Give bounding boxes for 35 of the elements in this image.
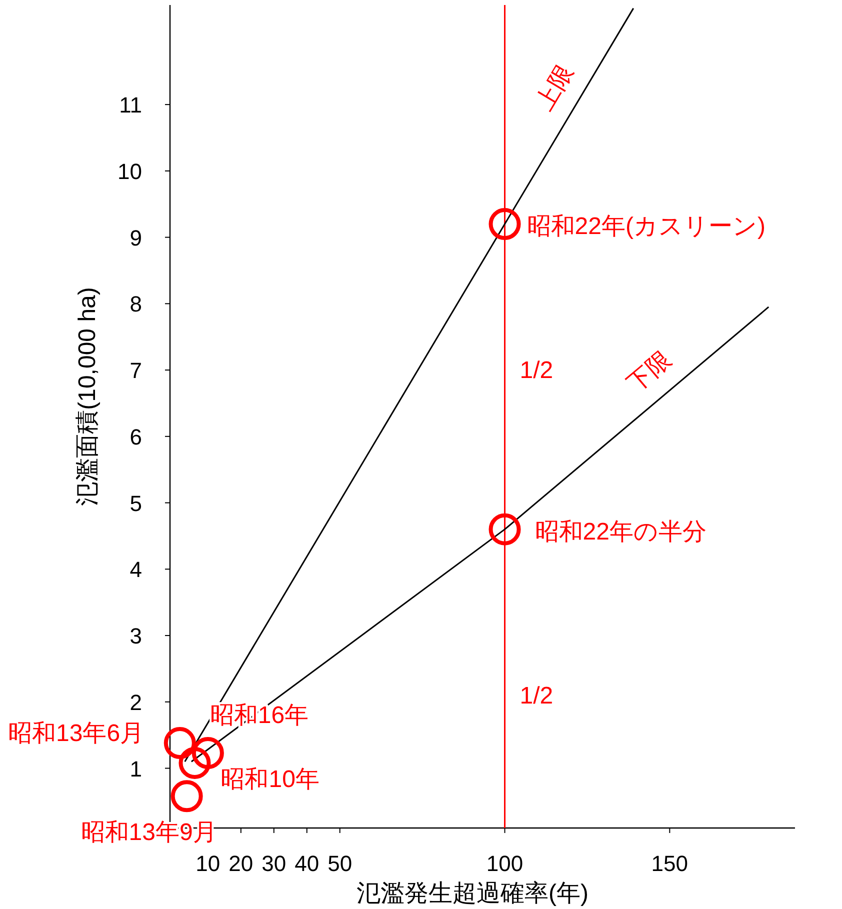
y-tick-label: 2 bbox=[130, 690, 142, 715]
point bbox=[178, 746, 211, 779]
point bbox=[164, 727, 196, 760]
point bbox=[488, 513, 521, 546]
annotation: 昭和22年の半分 bbox=[534, 518, 706, 546]
annotation: 1/2 bbox=[520, 357, 554, 384]
x-tick-label: 40 bbox=[294, 851, 320, 876]
x-tick-label: 150 bbox=[651, 851, 688, 876]
y-tick-label: 6 bbox=[130, 424, 142, 450]
point bbox=[192, 737, 224, 769]
y-tick-label: 9 bbox=[130, 225, 142, 250]
y-tick-label: 10 bbox=[118, 158, 142, 184]
y-tick-label: 4 bbox=[130, 557, 142, 582]
annotation: 1/2 bbox=[520, 682, 554, 710]
x-tick-label: 20 bbox=[228, 851, 254, 876]
text: 下限 bbox=[622, 346, 677, 398]
point bbox=[488, 208, 521, 240]
x-tick-label: 10 bbox=[196, 851, 220, 876]
point bbox=[170, 780, 203, 812]
annotation: 昭和22年(カスリーン) bbox=[526, 213, 766, 240]
y-tick-label: 1 bbox=[130, 756, 142, 782]
x-axis-title: 氾濫発生超過確率(年) bbox=[356, 880, 588, 907]
x-tick-label: 50 bbox=[328, 851, 352, 876]
y-tick-label: 3 bbox=[130, 624, 142, 649]
x-tick-label: 100 bbox=[486, 851, 524, 876]
text: 上限 bbox=[531, 60, 579, 116]
y-axis-title: 氾濫面積(10,000 ha) bbox=[74, 287, 101, 506]
annotation: 昭和16年 bbox=[210, 702, 309, 729]
x-tick-label: 30 bbox=[262, 851, 286, 876]
y-tick-label: 5 bbox=[130, 490, 142, 516]
annotation: 昭和10年 bbox=[220, 766, 320, 793]
y-tick-label: 11 bbox=[119, 92, 142, 118]
annotation: 昭和13年6月 bbox=[8, 720, 144, 748]
y-tick-label: 8 bbox=[130, 292, 142, 317]
y-tick-label: 7 bbox=[130, 358, 142, 384]
